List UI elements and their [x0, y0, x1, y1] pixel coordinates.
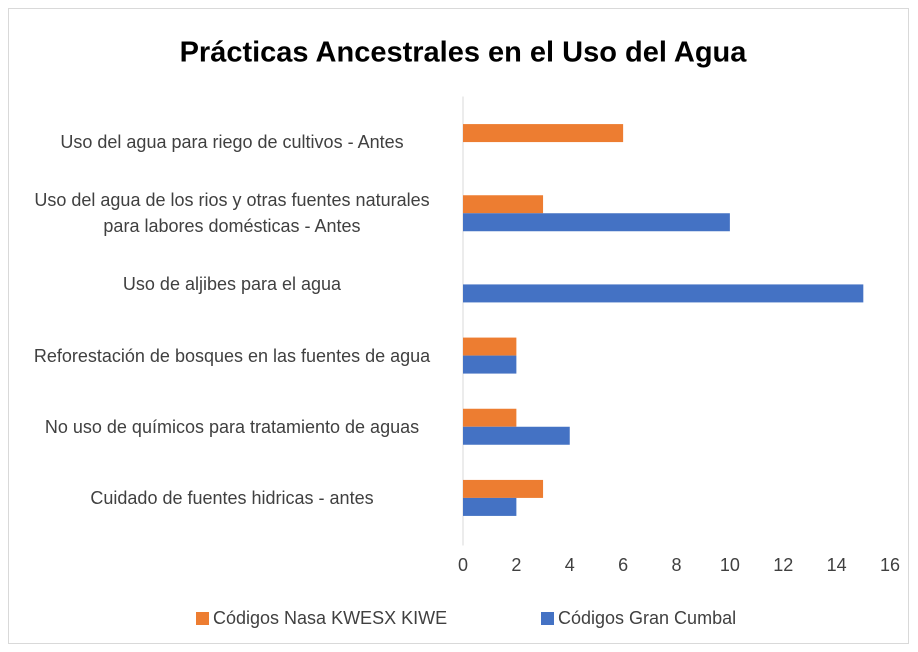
- x-tick-label: 10: [720, 555, 740, 575]
- bar: [463, 408, 517, 427]
- y-tick-label: Uso del agua de los rios y otras fuentes…: [34, 190, 430, 237]
- y-tick-label: Uso de aljibes para el agua: [122, 274, 342, 295]
- x-tick-label: 4: [565, 555, 575, 575]
- y-tick-label: No uso de químicos para tratamiento de a…: [44, 416, 420, 437]
- legend-label: Códigos Nasa KWESX KIWE: [213, 608, 447, 628]
- chart-title: Prácticas Ancestrales en el Uso del Agua: [180, 37, 748, 69]
- x-tick-label: 2: [511, 555, 521, 575]
- bar: [463, 355, 517, 374]
- x-tick-label: 0: [458, 555, 468, 575]
- bar: [463, 479, 544, 498]
- legend-swatch: [541, 612, 554, 625]
- bar: [463, 337, 517, 356]
- bar: [463, 124, 624, 143]
- x-tick-label: 16: [880, 555, 900, 575]
- y-tick-label: Reforestación de bosques en las fuentes …: [33, 345, 431, 366]
- bar: [463, 497, 517, 516]
- legend-label: Códigos Gran Cumbal: [558, 608, 736, 628]
- bar: [463, 213, 730, 232]
- y-tick-label: Uso del agua para riego de cultivos - An…: [60, 132, 404, 153]
- x-tick-label: 8: [671, 555, 681, 575]
- legend-swatch: [196, 612, 209, 625]
- x-tick-label: 6: [618, 555, 628, 575]
- y-tick-label: Cuidado de fuentes hidricas - antes: [90, 487, 374, 508]
- bar: [463, 426, 570, 445]
- bar: [463, 284, 864, 303]
- bar: [463, 195, 544, 214]
- chart-border: [8, 8, 909, 644]
- x-tick-label: 12: [773, 555, 793, 575]
- x-tick-label: 14: [827, 555, 847, 575]
